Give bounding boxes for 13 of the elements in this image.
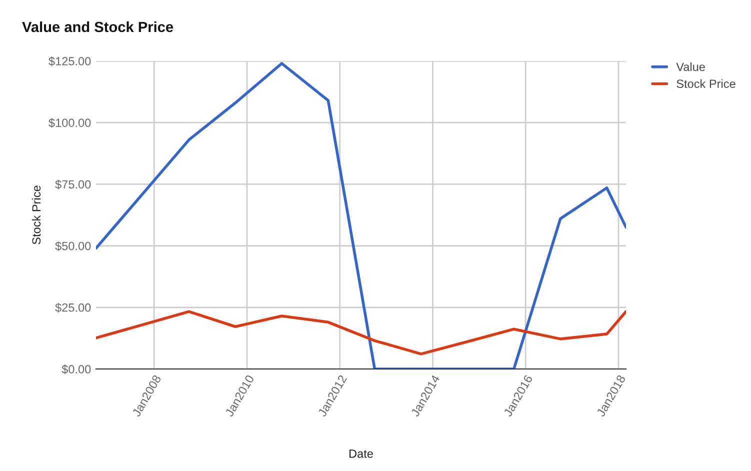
y-tick-label: $50.00 xyxy=(55,241,91,251)
y-axis-title: Stock Price xyxy=(32,186,41,244)
y-tick-label: $100.00 xyxy=(48,118,91,128)
y-tick-label: $75.00 xyxy=(55,180,91,190)
line-series xyxy=(96,310,626,356)
legend-label: Stock Price xyxy=(676,79,736,88)
chart-title: Value and Stock Price xyxy=(22,21,174,32)
x-axis-title: Date xyxy=(350,450,373,458)
y-tick-label: $125.00 xyxy=(48,56,91,66)
line-series xyxy=(96,62,626,369)
y-tick-label: $25.00 xyxy=(55,302,91,312)
y-tick-label: $0.00 xyxy=(62,364,91,374)
legend-label: Value xyxy=(676,62,705,72)
